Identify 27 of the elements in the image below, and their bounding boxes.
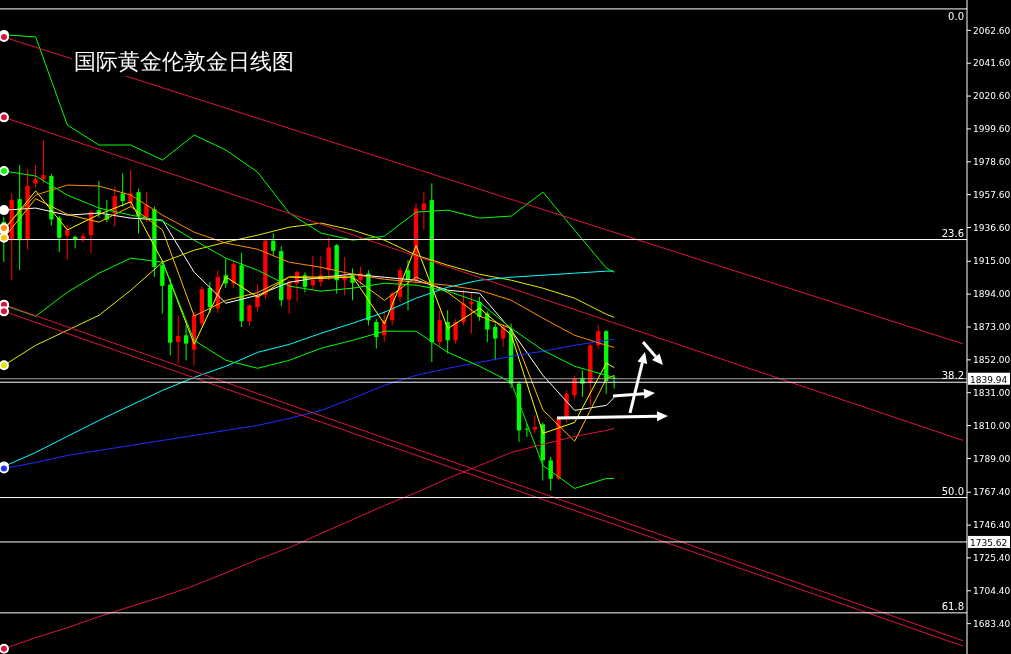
annotation: 23.6 <box>941 227 964 239</box>
annotation: 50.0 <box>941 485 964 497</box>
annotation: 0.0 <box>948 10 964 22</box>
y-tick-label: 1810.00 <box>973 420 1011 431</box>
y-tick-label: 2062.60 <box>973 25 1011 36</box>
y-tick-label: 1978.60 <box>973 156 1011 167</box>
y-tick-label: 1789.00 <box>973 453 1011 464</box>
y-tick-label: 1894.00 <box>973 289 1011 300</box>
annotation: 61.8 <box>941 600 964 612</box>
annotation: 38.2 <box>941 370 964 382</box>
y-tick-label: 2020.60 <box>973 91 1011 102</box>
ref-line-label: 1735.62 <box>970 537 1008 548</box>
y-tick-label: 1999.60 <box>973 124 1011 135</box>
y-tick-label: 1831.00 <box>973 387 1011 398</box>
y-tick-label: 1873.00 <box>973 322 1011 333</box>
y-tick-label: 1746.40 <box>973 520 1011 531</box>
y-tick-label: 1936.60 <box>973 222 1011 233</box>
ref-line-label: 1839.94 <box>970 374 1008 385</box>
y-tick-label: 1683.40 <box>973 618 1011 629</box>
y-tick-label: 1915.00 <box>973 256 1011 267</box>
y-tick-label: 1725.40 <box>973 553 1011 564</box>
text: 国际黄金伦敦金日线图 <box>72 48 296 76</box>
y-tick-label: 1852.00 <box>973 355 1011 366</box>
y-tick-label: 2041.60 <box>973 58 1011 69</box>
y-tick-label: 1704.40 <box>973 585 1011 596</box>
y-tick-label: 1767.40 <box>973 487 1011 498</box>
y-tick-label: 1957.60 <box>973 189 1011 200</box>
